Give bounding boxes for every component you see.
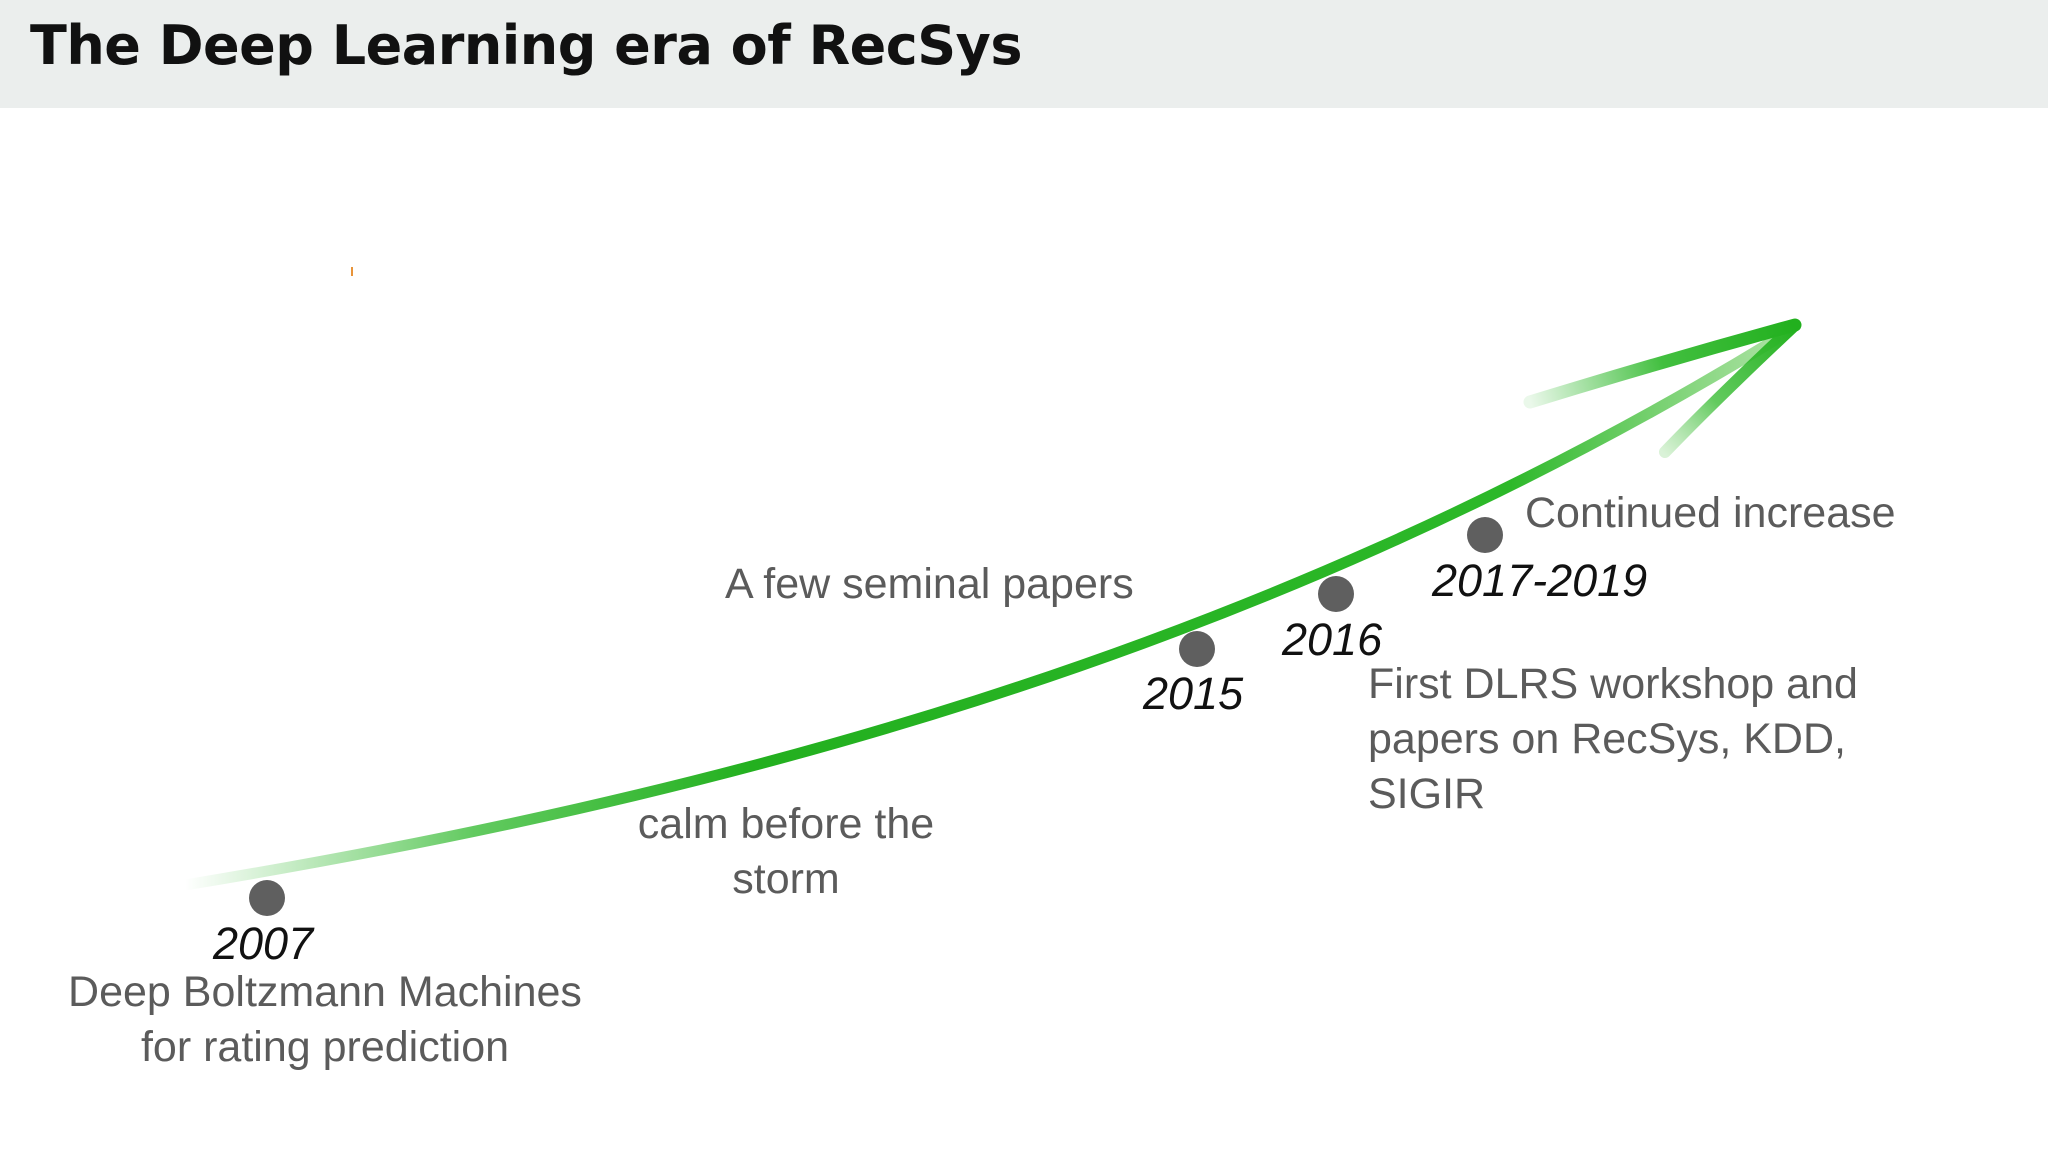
milestone-year-2016: 2016 bbox=[1282, 614, 1383, 665]
milestone-year-2007: 2007 bbox=[213, 918, 314, 969]
milestone-dot-2015 bbox=[1179, 631, 1215, 667]
arrow-head-upper bbox=[1523, 318, 1802, 409]
milestone-description-2017-2019: Continued increase bbox=[1525, 489, 1896, 537]
arrow-head-lower bbox=[1659, 319, 1801, 458]
page-title: The Deep Learning era of RecSys bbox=[30, 14, 1023, 77]
milestone-dot-2016 bbox=[1318, 576, 1354, 612]
decorative-mark bbox=[351, 267, 353, 276]
milestone-description-2007: Deep Boltzmann Machines for rating predi… bbox=[68, 968, 582, 1071]
milestone-description-2016: First DLRS workshop and papers on RecSys… bbox=[1368, 660, 1858, 818]
header-bar: The Deep Learning era of RecSys bbox=[0, 0, 2048, 108]
milestone-year-2017-2019: 2017-2019 bbox=[1432, 555, 1648, 606]
milestone-description-2015: A few seminal papers bbox=[725, 560, 1134, 608]
interlude-note: calm before the storm bbox=[637, 800, 935, 903]
milestone-dot-2007 bbox=[249, 880, 285, 916]
milestone-year-2015: 2015 bbox=[1143, 668, 1244, 719]
arrow-shaft bbox=[179, 334, 1781, 891]
milestone-dot-2017-2019 bbox=[1467, 517, 1503, 553]
